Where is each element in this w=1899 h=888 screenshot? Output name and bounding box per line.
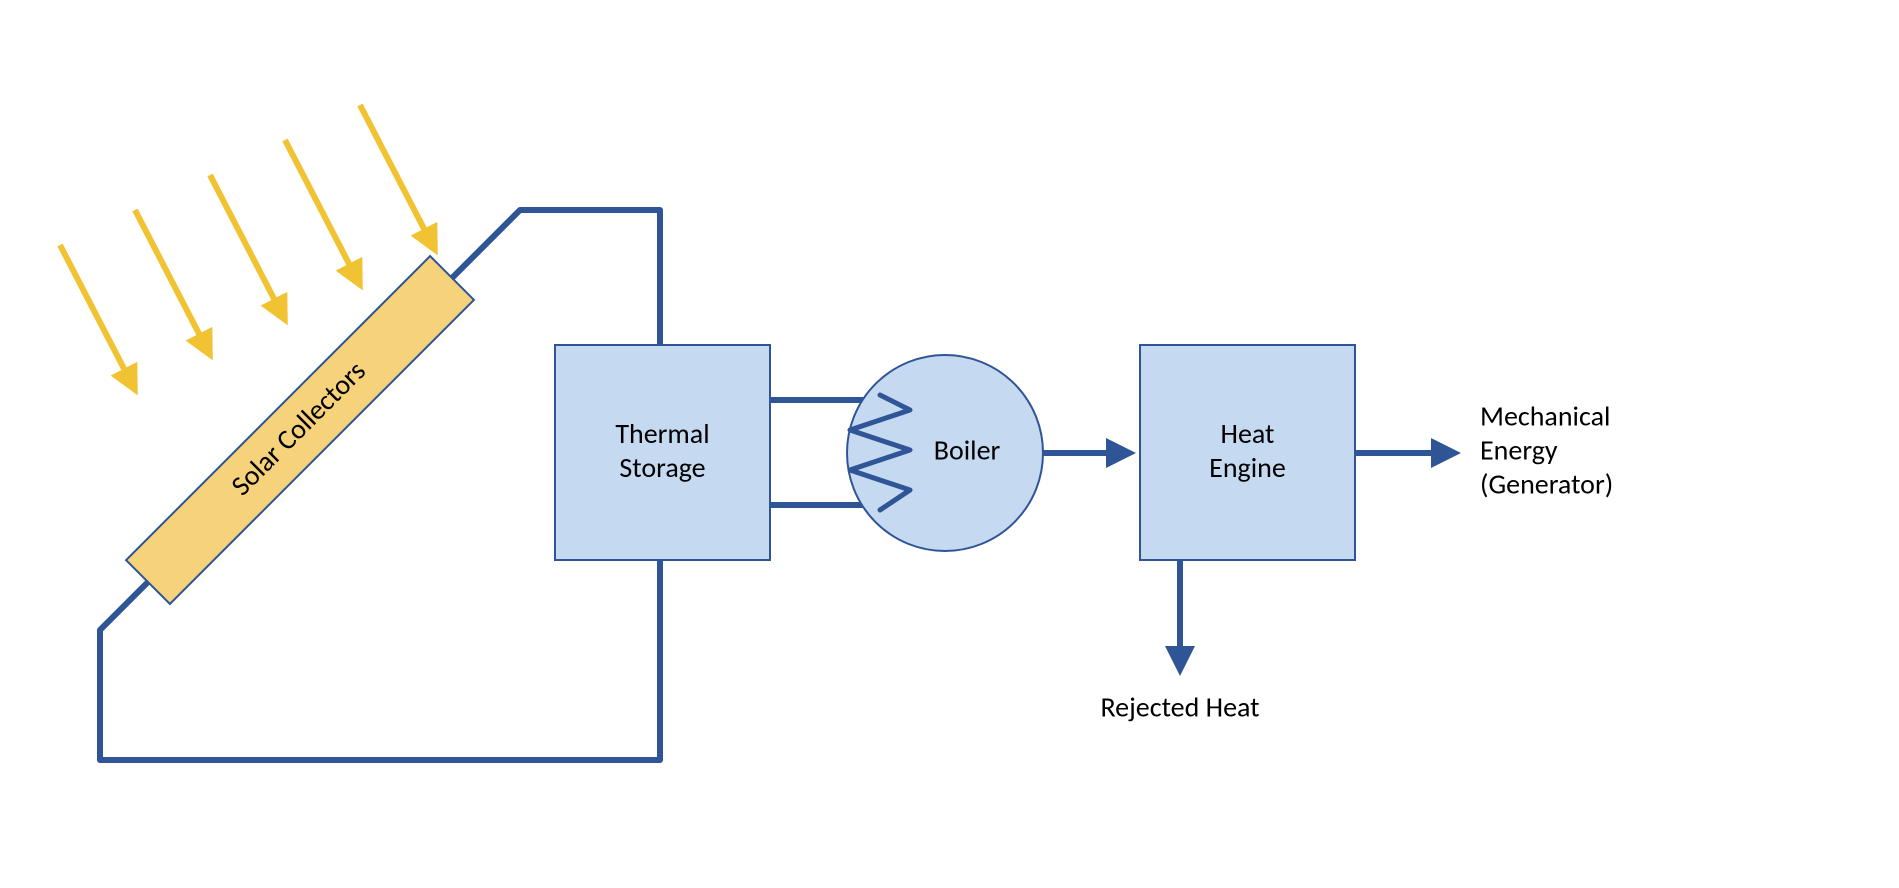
- solar-collectors-node: Solar Collectors: [126, 256, 474, 604]
- thermal-storage-label: Thermal: [615, 416, 709, 451]
- mechanical-energy-label: Mechanical: [1480, 399, 1610, 434]
- thermal-storage-label: Storage: [619, 450, 705, 485]
- boiler-label: Boiler: [934, 433, 1001, 468]
- sun-ray-arrow-icon: [210, 175, 285, 320]
- mechanical-energy-label: Energy: [1480, 433, 1558, 468]
- heat-engine-label: Heat: [1221, 416, 1275, 451]
- rejected-heat-label: Rejected Heat: [1100, 690, 1259, 725]
- connector-collector-to-storage-top: [448, 210, 660, 345]
- sun-ray-arrow-icon: [60, 245, 135, 390]
- sun-ray-arrow-icon: [285, 140, 360, 285]
- solar-collectors-label: Solar Collectors: [223, 353, 372, 502]
- heat-engine-label: Engine: [1209, 450, 1286, 485]
- sun-ray-arrow-icon: [135, 210, 210, 355]
- mechanical-energy-label: (Generator): [1480, 467, 1613, 502]
- sun-ray-arrow-icon: [360, 105, 435, 250]
